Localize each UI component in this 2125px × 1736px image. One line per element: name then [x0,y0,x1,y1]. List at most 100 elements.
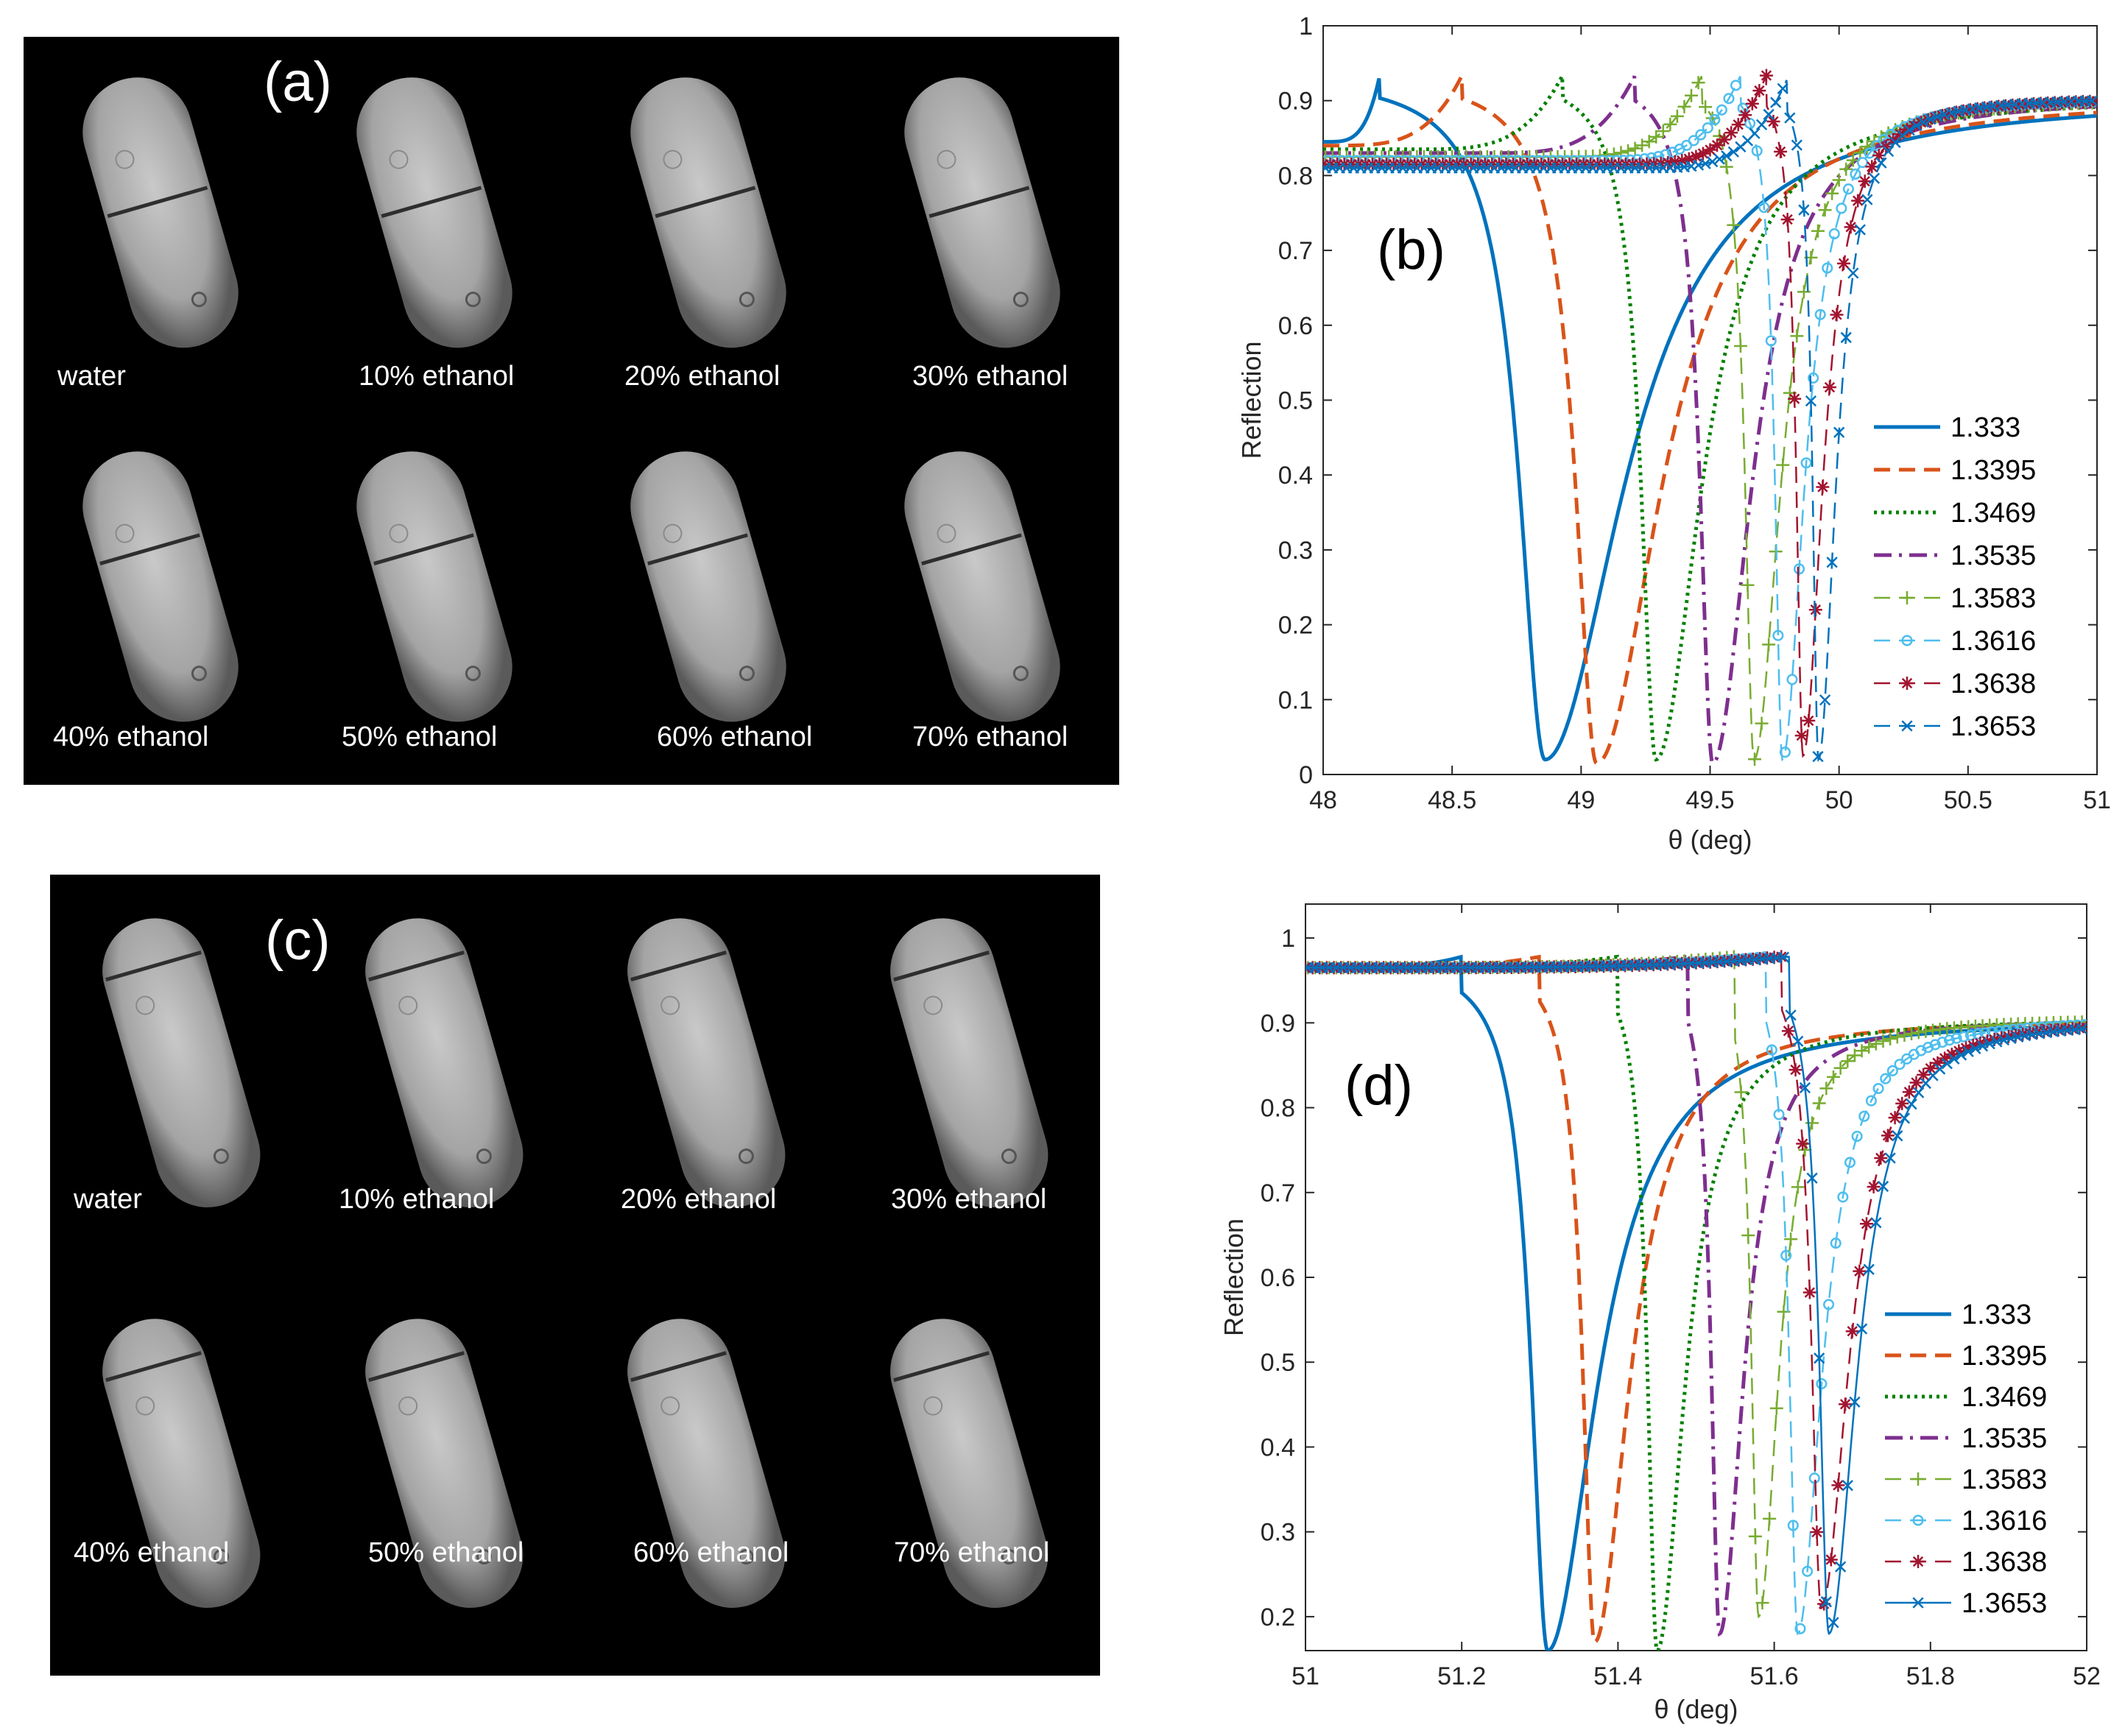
marker-plus [1997,1017,2011,1031]
marker-star [1372,158,1386,172]
marker-circle [1969,103,1981,115]
marker-circle [2004,100,2016,112]
marker-circle [1568,155,1580,166]
marker-x [1678,958,1691,970]
marker-plus [2018,1017,2032,1031]
marker-star [1964,103,1978,117]
marker-circle [1325,961,1337,973]
marker-plus [2068,1015,2082,1029]
marker-star [1942,107,1956,121]
marker-star [1675,154,1689,168]
marker-star [2055,96,2069,110]
marker-star [1428,158,1442,172]
marker-plus [1339,149,1353,163]
marker-star [1900,122,1914,136]
marker-x [1785,1009,1797,1021]
marker-circle [1596,155,1608,166]
marker-plus [1727,950,1741,964]
marker-circle [1844,1157,1856,1168]
marker-star [1440,961,1454,975]
marker-plus [1592,959,1606,973]
marker-plus [1486,960,1499,974]
marker-star [1533,960,1547,974]
marker-circle [2061,96,2073,108]
marker-plus [1889,123,1903,137]
marker-plus [1909,115,1923,129]
marker-star [1973,1036,1987,1050]
marker-x [2005,1032,2017,1045]
marker-circle [1378,155,1390,166]
marker-circle [1822,1299,1835,1310]
marker-star [1831,1478,1845,1492]
series-line-1.3395 [1323,69,2097,766]
y-tick-label: 0.6 [1261,1264,1295,1292]
marker-circle [1354,961,1366,973]
marker-circle [1858,1110,1870,1122]
marker-plus [1358,961,1372,975]
marker-circle [1688,135,1699,147]
marker-plus [1649,956,1663,970]
marker-star [1541,158,1555,172]
marker-x [1358,961,1371,974]
legend-label: 1.3653 [1962,1588,2047,1619]
marker-x [2009,99,2021,110]
marker-star [1400,158,1414,172]
marker-x [1418,162,1430,174]
marker-x [1892,1130,1903,1142]
y-tick-label: 0.4 [1261,1433,1295,1461]
marker-plus [1466,149,1480,163]
marker-circle [2068,96,2079,108]
marker-plus [1940,1022,1954,1036]
marker-circle [1442,155,1453,166]
marker-x [1531,162,1543,174]
marker-circle [2050,1020,2062,1032]
y-tick-label: 0.2 [1261,1603,1295,1631]
plot-area [1322,25,2098,775]
marker-plus [1713,129,1727,143]
marker-circle [1428,155,1439,166]
marker-plus [1428,961,1442,975]
marker-circle [1927,111,1939,123]
marker-plus [1621,144,1635,158]
y-tick-label: 0.8 [1278,162,1313,190]
panel-label: (b) [1377,219,1445,281]
marker-star [1527,158,1541,172]
marker-star [1358,158,1372,172]
marker-plus [1506,960,1520,974]
series-line-1.3638 [1323,76,2097,758]
marker-x [1586,961,1598,973]
marker-circle [1837,1191,1849,1203]
marker-star [1689,956,1703,970]
concentration-caption: 40% ethanol [53,721,209,752]
marker-x [1927,1070,1939,1082]
y-tick-label: 0.3 [1261,1519,1295,1547]
concentration-caption: 50% ethanol [368,1537,524,1568]
marker-star [1802,713,1816,727]
marker-x [1594,162,1606,174]
marker-x [1369,162,1381,174]
marker-circle [1943,1034,1956,1046]
marker-x [1352,961,1364,974]
marker-circle [1340,961,1352,973]
marker-plus [1537,149,1551,163]
marker-plus [1438,149,1452,163]
marker-x [1699,158,1711,169]
marker-circle [1475,961,1487,973]
marker-star [1362,961,1376,975]
marker-x [1502,162,1515,174]
marker-x [1537,162,1550,174]
marker-plus [1980,102,1994,116]
marker-x [1473,961,1484,973]
marker-plus [1987,102,2001,116]
marker-plus [1867,134,1881,148]
marker-circle [2079,1019,2087,1031]
marker-star [1647,157,1661,171]
concentration-caption: 50% ethanol [342,721,498,752]
marker-star [1822,381,1836,395]
marker-star [1640,157,1654,171]
marker-x [1931,110,1944,123]
marker-plus [1325,149,1339,163]
marker-star [1654,957,1668,971]
marker-star [1900,677,1914,690]
marker-plus [1410,149,1424,163]
